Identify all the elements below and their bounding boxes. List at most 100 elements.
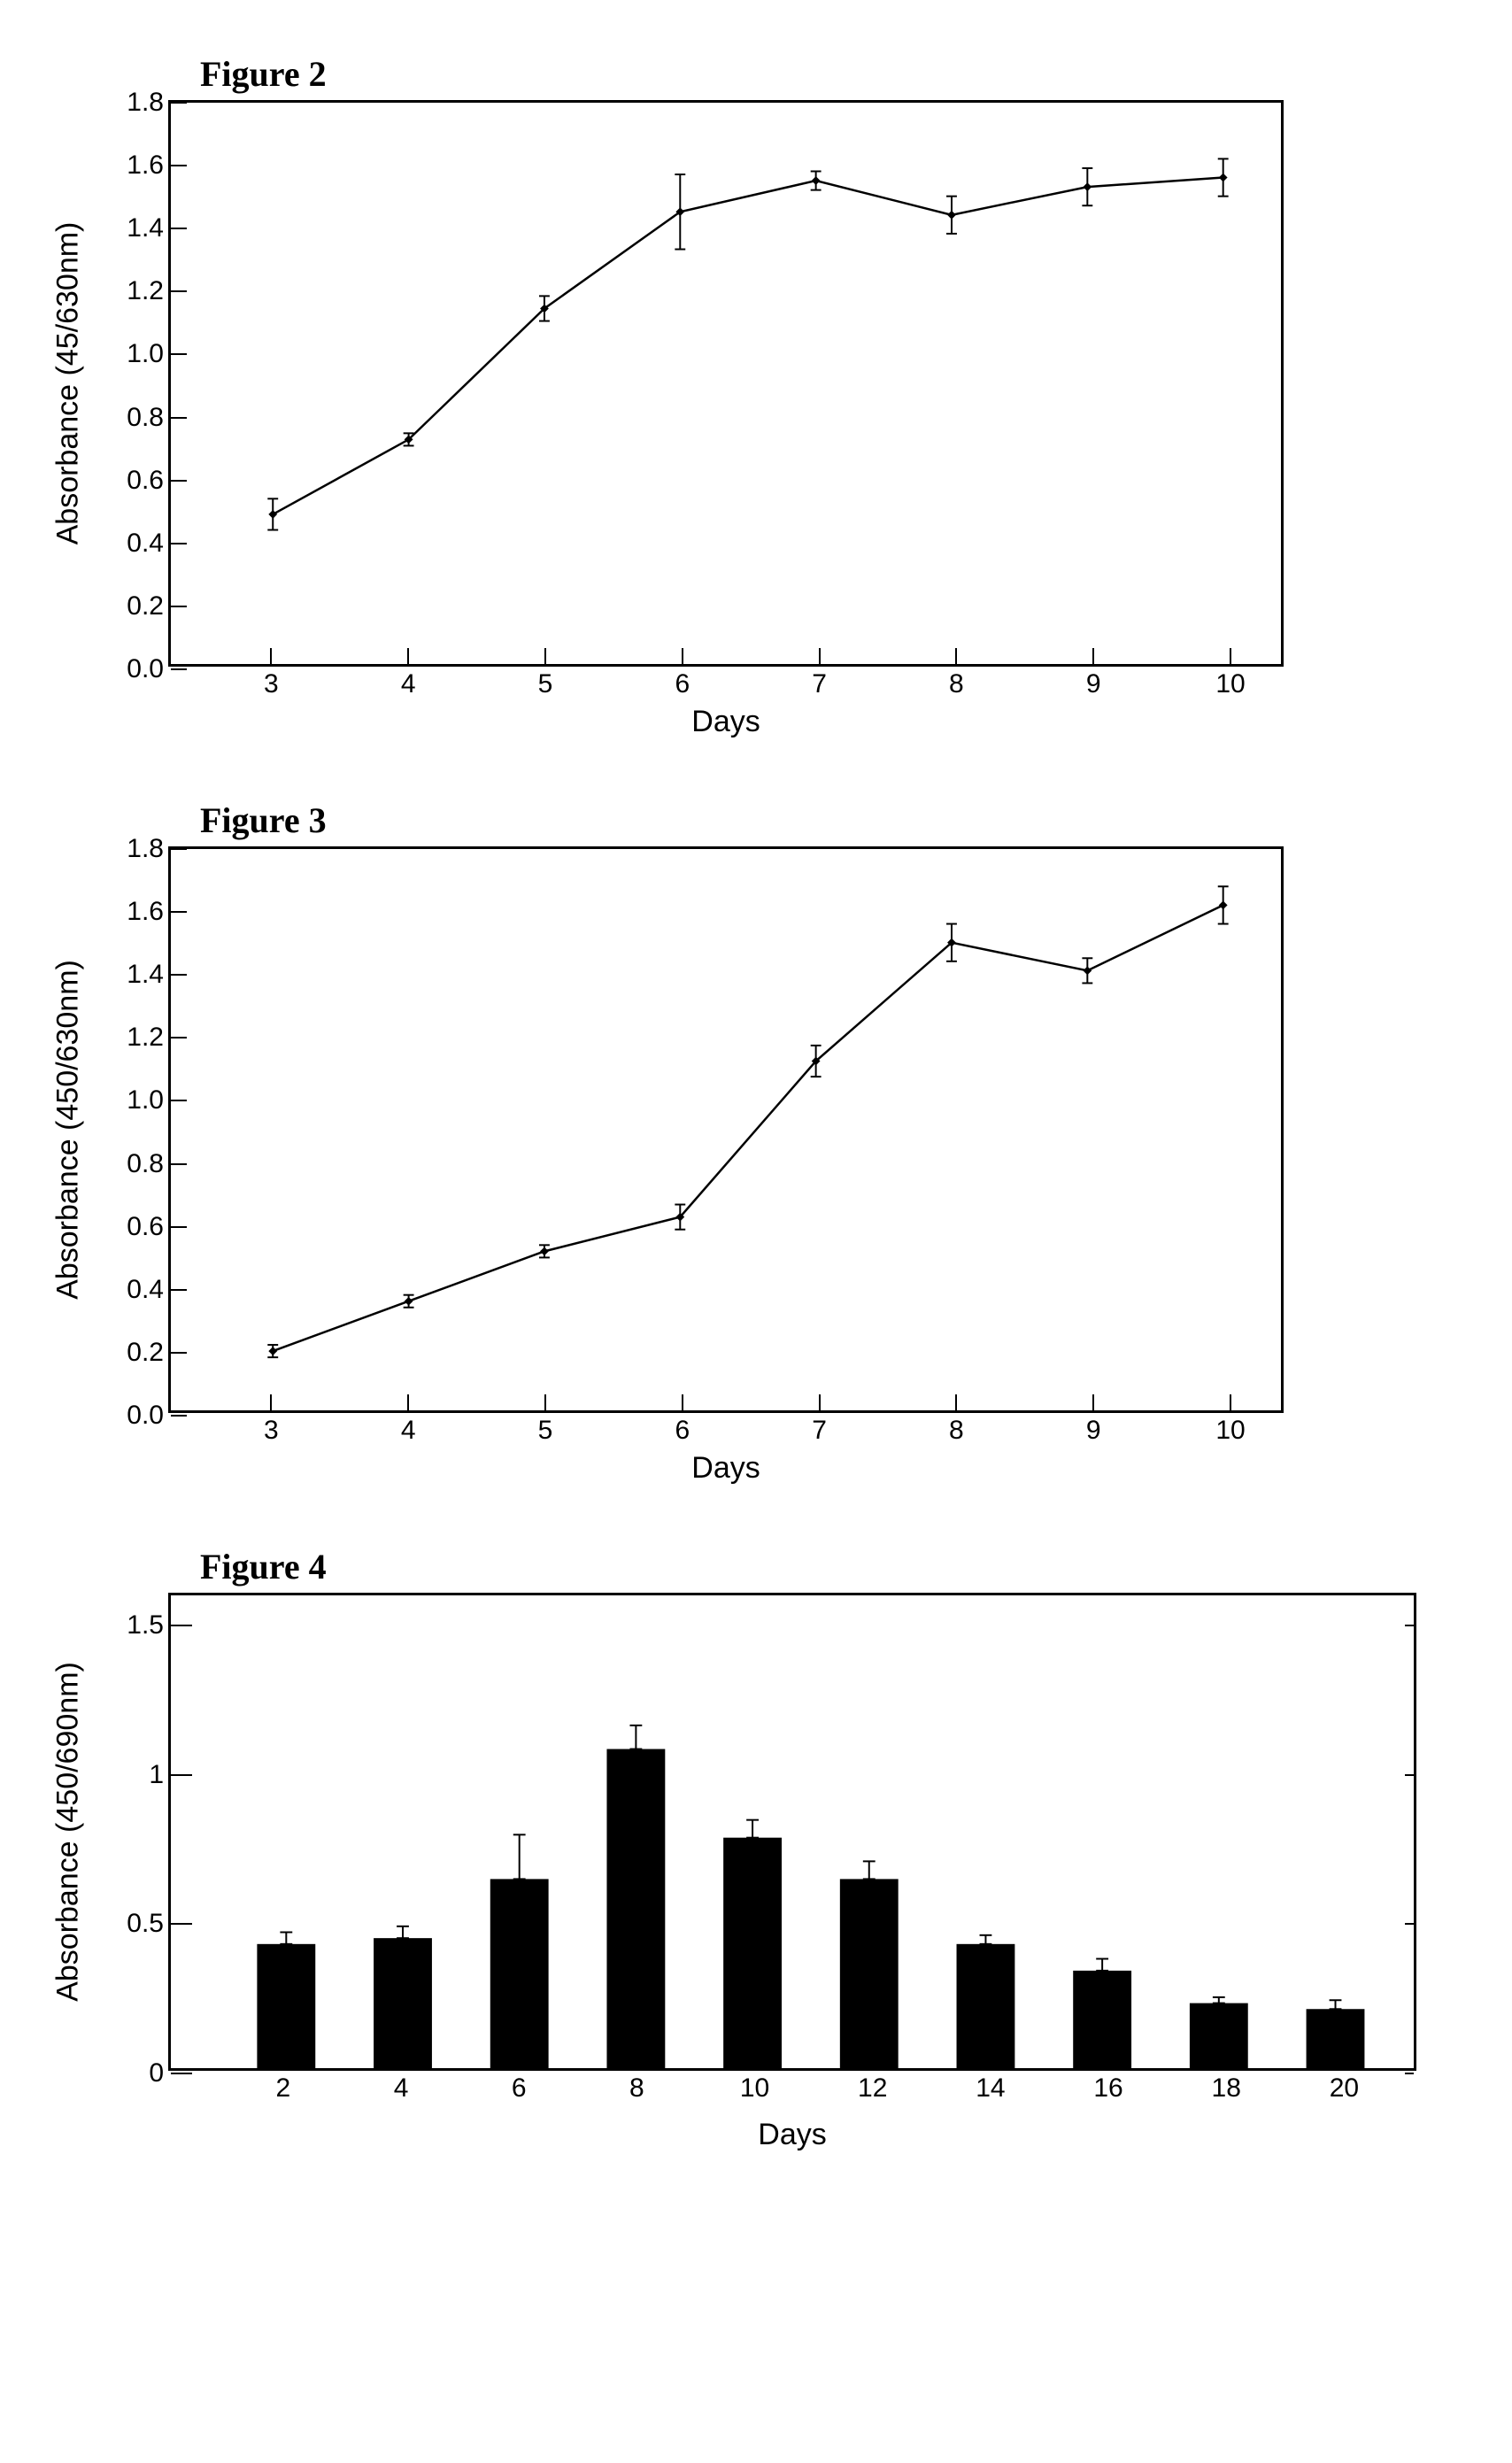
y-tick: [171, 2073, 192, 2074]
error-bar: [397, 1926, 409, 1938]
x-axis-title: Days: [691, 1451, 760, 1486]
x-tick-label: 4: [401, 669, 416, 699]
data-bar: [1190, 2004, 1248, 2068]
y-tick-label: 1: [149, 1760, 164, 1790]
error-bar: [863, 1861, 876, 1879]
y-tick-label: 1.2: [127, 1023, 164, 1053]
y-tick-label: 1.6: [127, 151, 164, 181]
x-tick-label: 6: [675, 1416, 690, 1446]
data-marker: [540, 1247, 549, 1255]
x-tick-label: 4: [394, 2073, 409, 2104]
data-bar: [257, 1944, 315, 2068]
page-container: Figure 20.00.20.40.60.81.01.21.41.61.834…: [0, 0, 1512, 2248]
x-tick-label: 8: [949, 669, 964, 699]
x-tick-label: 18: [1212, 2073, 1241, 2104]
y-axis-title: Absorbance (450/630nm): [51, 960, 86, 1300]
figure-block: Figure 3 0.00.20.40.60.81.01.21.41.61.834…: [35, 799, 1477, 1510]
data-bar: [840, 1879, 899, 2068]
x-tick-label: 6: [675, 669, 690, 699]
y-tick-label: 1.8: [127, 88, 164, 118]
x-tick-label: 7: [812, 1416, 827, 1446]
error-bar: [1096, 1959, 1108, 1971]
x-tick-label: 4: [401, 1416, 416, 1446]
figure-block: Figure 2 0.00.20.40.60.81.01.21.41.61.834…: [35, 53, 1477, 764]
y-tick-label: 1.4: [127, 960, 164, 990]
data-marker: [1219, 174, 1228, 182]
x-tick-label: 9: [1086, 1416, 1101, 1446]
y-tick: [171, 668, 187, 670]
error-bar: [1330, 2000, 1342, 2009]
data-bar: [1307, 2009, 1365, 2068]
y-tick-label: 1.5: [127, 1610, 164, 1641]
y-tick-label: 0.8: [127, 403, 164, 433]
x-tick-label: 6: [512, 2073, 527, 2104]
x-tick-label: 8: [629, 2073, 644, 2104]
error-bar: [746, 1820, 759, 1838]
figure-block: Figure 4 00.511.52468101214161820Absorban…: [35, 1546, 1477, 2177]
error-bar: [980, 1935, 992, 1944]
figure-title: Figure 2: [200, 53, 1477, 95]
y-tick-label: 1.2: [127, 276, 164, 306]
data-bar: [1073, 1971, 1131, 2068]
plot-svg: [171, 103, 1281, 664]
y-tick-label: 0.2: [127, 591, 164, 622]
y-tick-label: 0.6: [127, 1212, 164, 1242]
x-axis-title: Days: [758, 2118, 826, 2152]
data-line: [273, 178, 1223, 514]
x-tick-label: 7: [812, 669, 827, 699]
data-marker: [947, 211, 956, 220]
data-marker: [1219, 900, 1228, 909]
plot-frame: 00.511.52468101214161820Absorbance (450/…: [168, 1593, 1416, 2071]
y-tick-label: 0.2: [127, 1338, 164, 1368]
y-tick-label: 0.0: [127, 1401, 164, 1431]
figure-title: Figure 4: [200, 1546, 1477, 1587]
plot-svg: [171, 849, 1281, 1410]
data-marker: [268, 510, 277, 519]
error-bar: [1213, 1997, 1225, 2004]
x-tick-label: 10: [1215, 669, 1245, 699]
y-tick-label: 1.0: [127, 1085, 164, 1116]
data-marker: [268, 1347, 277, 1355]
y-tick-label: 0: [149, 2058, 164, 2089]
x-tick-label: 20: [1330, 2073, 1359, 2104]
x-tick-label: 9: [1086, 669, 1101, 699]
plot-svg: [171, 1595, 1414, 2068]
y-tick-label: 1.6: [127, 897, 164, 927]
error-bar: [280, 1932, 292, 1943]
data-bar: [490, 1879, 549, 2068]
data-marker: [1083, 966, 1092, 975]
figure-title: Figure 3: [200, 799, 1477, 841]
x-tick-label: 5: [538, 669, 553, 699]
y-tick-label: 0.4: [127, 529, 164, 559]
y-tick-label: 1.4: [127, 213, 164, 243]
data-bar: [723, 1838, 782, 2068]
x-tick-label: 14: [976, 2073, 1005, 2104]
data-line: [273, 905, 1223, 1351]
x-tick-label: 10: [740, 2073, 769, 2104]
data-bar: [374, 1938, 432, 2068]
x-tick-label: 2: [276, 2073, 291, 2104]
data-bar: [606, 1749, 665, 2068]
x-tick-label: 12: [858, 2073, 887, 2104]
y-tick-label: 0.0: [127, 654, 164, 684]
data-marker: [1083, 182, 1092, 191]
y-tick-label: 1.8: [127, 834, 164, 864]
y-tick: [171, 1415, 187, 1417]
y-tick-label: 0.5: [127, 1909, 164, 1939]
x-tick-label: 5: [538, 1416, 553, 1446]
data-marker: [812, 176, 821, 185]
plot-frame: 0.00.20.40.60.81.01.21.41.61.8345678910A…: [168, 846, 1284, 1413]
x-tick-label: 3: [264, 1416, 279, 1446]
x-axis-title: Days: [691, 705, 760, 739]
y-tick-label: 0.6: [127, 466, 164, 496]
x-tick-label: 8: [949, 1416, 964, 1446]
data-bar: [957, 1944, 1015, 2068]
data-marker: [405, 1297, 413, 1306]
y-tick-label: 1.0: [127, 339, 164, 369]
y-axis-title: Absorbance (450/690nm): [51, 1662, 86, 2002]
plot-frame: 0.00.20.40.60.81.01.21.41.61.8345678910A…: [168, 100, 1284, 667]
x-tick-label: 10: [1215, 1416, 1245, 1446]
y-axis-title: Absorbance (45/630nm): [51, 222, 86, 545]
y-tick-label: 0.8: [127, 1149, 164, 1179]
error-bar: [629, 1726, 642, 1749]
